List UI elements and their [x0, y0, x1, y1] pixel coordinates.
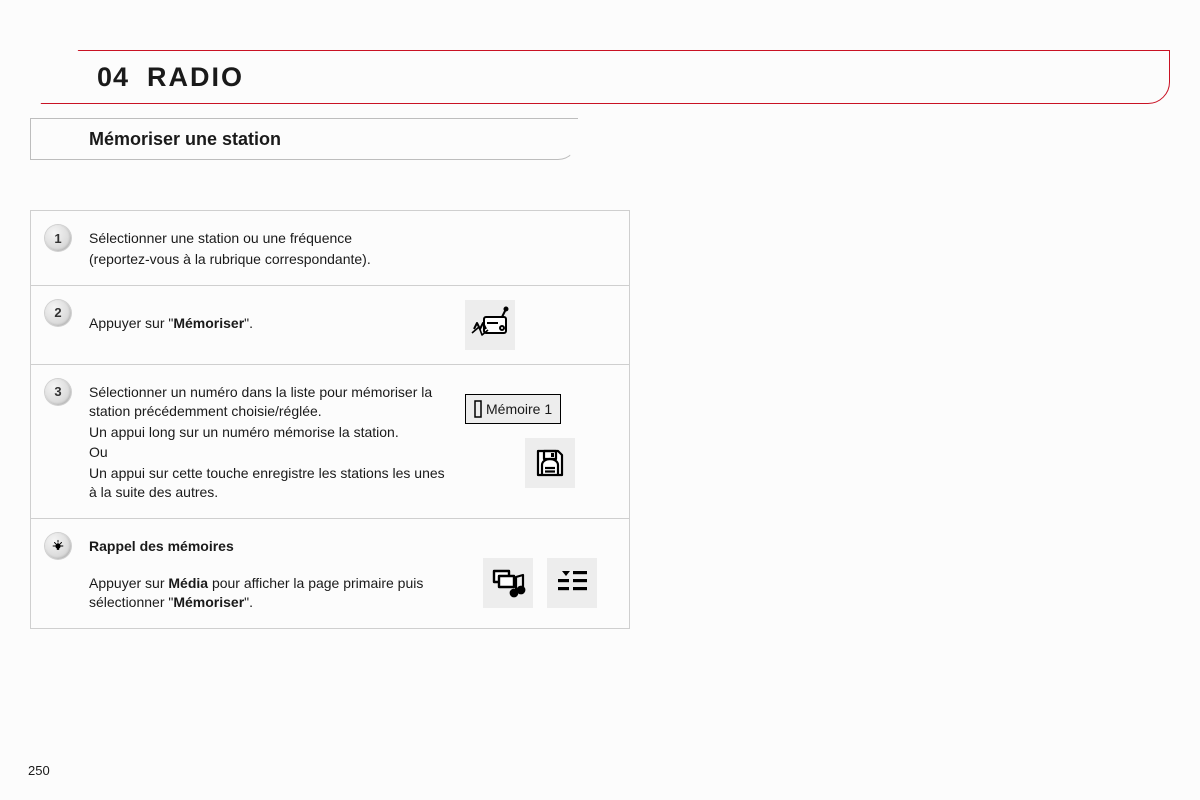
step-number-badge: 2 [45, 300, 71, 326]
step-line: Sélectionner un numéro dans la liste pou… [89, 383, 447, 421]
text-bold: Mémoriser [173, 594, 244, 610]
step-row: 2 Appuyer sur "Mémoriser". [31, 286, 629, 365]
tip-row: Rappel des mémoires Appuyer sur Média po… [31, 519, 629, 628]
step-row: 1 Sélectionner une station ou une fréque… [31, 211, 629, 286]
chapter-number: 04 [97, 62, 129, 93]
memory-preset-label: Mémoire 1 [486, 401, 552, 417]
step-number-badge: 1 [45, 225, 71, 251]
step-text: Sélectionner un numéro dans la liste pou… [89, 379, 447, 504]
text-fragment: ". [244, 594, 253, 610]
tip-bulb-icon [45, 533, 71, 559]
step-number-badge: 3 [45, 379, 71, 405]
text-fragment: ". [244, 315, 253, 331]
tip-icons [465, 533, 615, 614]
text-fragment: Appuyer sur [89, 575, 168, 591]
step-text: Appuyer sur "Mémoriser". [89, 300, 447, 350]
step-icons: Mémoire 1 [465, 379, 615, 504]
chapter-title: RADIO [147, 62, 244, 93]
step-line: Ou [89, 443, 447, 462]
tip-heading: Rappel des mémoires [89, 538, 234, 554]
step-icons [465, 300, 615, 350]
tip-text: Rappel des mémoires Appuyer sur Média po… [89, 533, 447, 614]
text-bold: Média [168, 575, 208, 591]
step-line: Un appui long sur un numéro mémorise la … [89, 423, 447, 442]
chapter-header: 04 RADIO [30, 50, 1170, 104]
step-line: Sélectionner une station ou une fréquenc… [89, 229, 615, 248]
media-icon [483, 558, 533, 608]
list-menu-icon [547, 558, 597, 608]
steps-panel: 1 Sélectionner une station ou une fréque… [30, 210, 630, 629]
step-line: Un appui sur cette touche enregistre les… [89, 464, 447, 502]
section-subheader: Mémoriser une station [30, 118, 578, 160]
text-fragment: Appuyer sur " [89, 315, 173, 331]
save-disk-icon [525, 438, 575, 488]
text-bold: Mémoriser [173, 315, 244, 331]
memory-preset-button: Mémoire 1 [465, 394, 561, 424]
step-text: Sélectionner une station ou une fréquenc… [89, 225, 615, 271]
memorise-radio-icon [465, 300, 515, 350]
step-line: (reportez-vous à la rubrique corresponda… [89, 250, 615, 269]
section-subtitle: Mémoriser une station [89, 129, 281, 150]
page-number: 250 [28, 763, 50, 778]
step-row: 3 Sélectionner un numéro dans la liste p… [31, 365, 629, 519]
